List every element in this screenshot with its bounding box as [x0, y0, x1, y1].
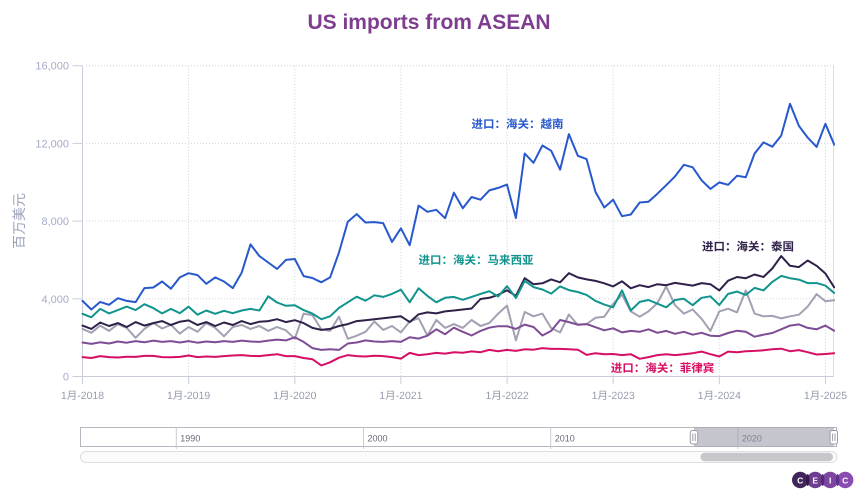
svg-text:0: 0	[63, 372, 69, 384]
svg-text:C: C	[797, 476, 803, 486]
svg-text:8,000: 8,000	[41, 216, 69, 228]
svg-text:2010: 2010	[555, 434, 575, 444]
svg-text:C: C	[842, 476, 848, 486]
svg-text:US imports from ASEAN: US imports from ASEAN	[307, 11, 550, 34]
svg-text:12,000: 12,000	[35, 138, 69, 150]
svg-text:E: E	[812, 476, 818, 486]
svg-text:16,000: 16,000	[35, 61, 69, 73]
svg-text:4,000: 4,000	[41, 294, 69, 306]
svg-text:I: I	[829, 476, 831, 486]
svg-text:1990: 1990	[180, 434, 200, 444]
svg-text:2000: 2000	[368, 434, 388, 444]
